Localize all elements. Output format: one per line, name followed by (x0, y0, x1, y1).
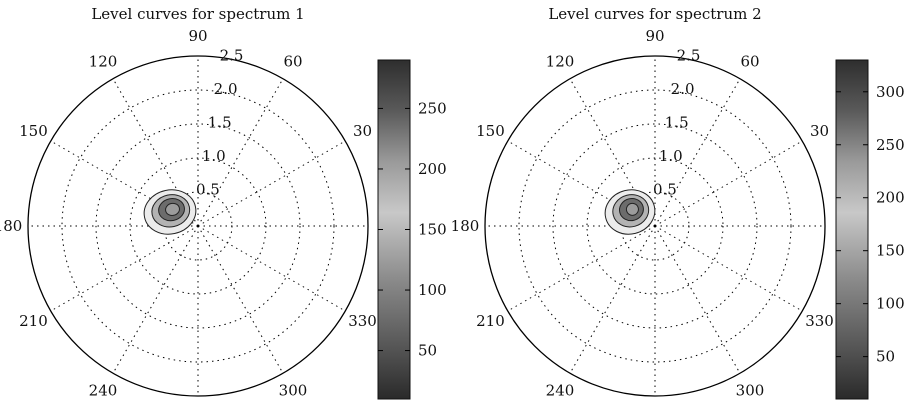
colorbar-tick-label: 250 (418, 99, 447, 117)
colorbar-gradient (835, 59, 869, 400)
angle-tick-label: 120 (89, 52, 118, 70)
contour-level-4 (625, 202, 639, 216)
polar-outer-circle (27, 55, 369, 397)
colorbar-tick-label: 200 (418, 160, 447, 178)
angular-grid-line (50, 225, 199, 312)
angle-tick-label: 300 (736, 382, 765, 400)
angle-tick-label: 330 (805, 312, 834, 330)
angle-tick-label: 60 (740, 52, 759, 70)
angle-tick-label: 90 (188, 27, 207, 45)
angle-tick-label: 30 (353, 122, 372, 140)
radial-tick-label: 1.0 (202, 147, 226, 165)
radial-tick-label: 2.0 (671, 80, 695, 98)
angular-grid-line (197, 225, 284, 374)
angle-tick-label: 150 (476, 122, 505, 140)
angle-tick-label: 60 (283, 52, 302, 70)
chart-title: Level curves for spectrum 2 (548, 5, 761, 23)
colorbar-tick-label: 100 (418, 281, 447, 299)
radial-grid-circle (61, 89, 335, 363)
angle-tick-label: 180 (0, 217, 22, 235)
chart-panel-1: Level curves for spectrum 1 030609012015… (0, 5, 447, 400)
angle-tick-label: 150 (19, 122, 48, 140)
radial-grid-circle (129, 157, 267, 295)
colorbar-1: 50 100 150 200 250 (377, 59, 447, 400)
angular-grid-line (197, 78, 284, 227)
colorbar-tick-label: 250 (876, 136, 905, 154)
colorbar-ticks-1: 50 100 150 200 250 (378, 99, 447, 360)
radial-tick-label: 2.5 (677, 47, 701, 65)
colorbar-tick-label: 300 (876, 83, 905, 101)
angle-tick-label: 120 (546, 52, 575, 70)
contour-level-4 (165, 202, 180, 216)
angular-grid-line (654, 225, 803, 312)
colorbar-tick-label: 150 (876, 242, 905, 260)
angle-tick-label: 240 (546, 382, 575, 400)
angular-grid-line (197, 225, 346, 312)
angular-grid-line (654, 140, 803, 227)
angular-grid-line (654, 225, 741, 374)
angle-tick-label: 330 (348, 312, 377, 330)
angular-grid-line (112, 225, 199, 374)
contour-blob-1 (143, 189, 197, 235)
radial-grid-circle (95, 123, 301, 329)
angular-grid-line (654, 78, 741, 227)
angular-grid-line (197, 140, 346, 227)
angular-grid-line (569, 225, 656, 374)
chart-title: Level curves for spectrum 1 (91, 5, 304, 23)
radial-tick-label: 2.5 (220, 47, 244, 65)
colorbar-2: 50 100 150 200 250 300 (835, 59, 905, 400)
radial-grid-circle (586, 157, 724, 295)
colorbar-tick-label: 50 (876, 348, 895, 366)
radial-grid-circle (518, 89, 792, 363)
polar-axes-1: 03060901201501802102402703003300.51.01.5… (0, 27, 393, 400)
angle-tick-label: 210 (19, 312, 48, 330)
colorbar-tick-label: 50 (418, 342, 437, 360)
polar-outer-circle (484, 55, 826, 397)
angular-grid-line (507, 225, 656, 312)
angle-tick-label: 300 (279, 382, 308, 400)
angle-tick-label: 90 (645, 27, 664, 45)
angle-tick-label: 210 (476, 312, 505, 330)
radial-tick-label: 0.5 (196, 181, 220, 199)
radial-tick-label: 0.5 (653, 181, 677, 199)
radial-tick-label: 2.0 (214, 80, 238, 98)
chart-panel-2: Level curves for spectrum 2 030609012015… (451, 5, 905, 400)
angle-tick-label: 240 (89, 382, 118, 400)
radial-tick-label: 1.5 (208, 114, 232, 132)
contour-blob-2 (604, 189, 656, 235)
angle-tick-label: 180 (451, 217, 480, 235)
colorbar-tick-label: 150 (418, 221, 447, 239)
radial-tick-label: 1.5 (665, 114, 689, 132)
colorbar-tick-label: 100 (876, 295, 905, 313)
radial-tick-label: 1.0 (659, 147, 683, 165)
colorbar-ticks-2: 50 100 150 200 250 300 (836, 83, 905, 366)
radial-grid-circle (552, 123, 758, 329)
angle-tick-label: 30 (810, 122, 829, 140)
colorbar-tick-label: 200 (876, 189, 905, 207)
